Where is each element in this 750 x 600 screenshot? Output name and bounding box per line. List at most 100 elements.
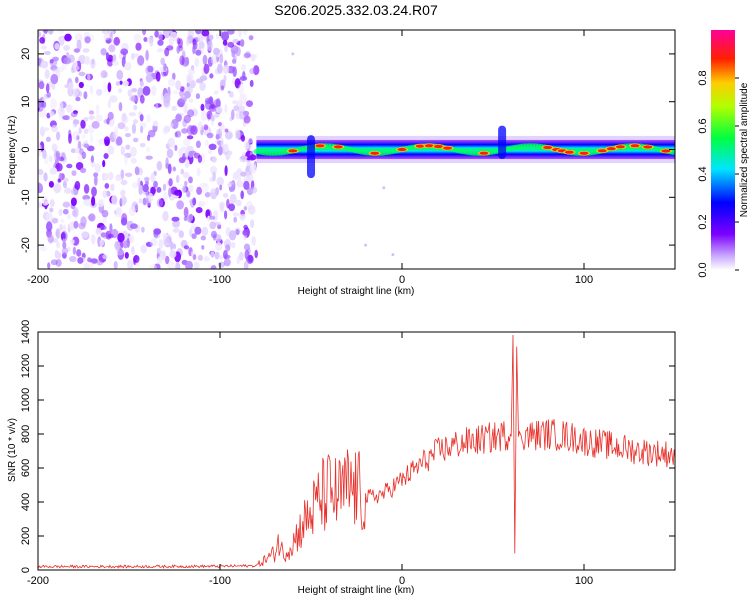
noise-blob — [120, 195, 127, 206]
noise-blob — [201, 30, 210, 37]
signal-hot-spot — [315, 144, 325, 148]
noise-blob — [50, 65, 58, 71]
stray-dot — [227, 90, 231, 94]
noise-blob — [169, 122, 174, 128]
noise-blob — [77, 140, 82, 151]
noise-blob — [231, 49, 236, 58]
noise-blob — [145, 146, 151, 153]
noise-blob — [46, 221, 53, 232]
noise-blob — [49, 59, 54, 64]
signal-hot-spot — [415, 144, 425, 148]
noise-blob — [72, 209, 77, 217]
noise-blob — [143, 176, 150, 182]
noise-blob — [98, 138, 106, 145]
noise-blob — [156, 160, 163, 171]
snr-y-label: SNR (10 * v/v) — [7, 418, 18, 482]
noise-blob — [150, 172, 156, 183]
noise-blob — [227, 182, 232, 188]
noise-blob — [219, 184, 223, 191]
noise-blob — [172, 228, 180, 233]
noise-blob — [188, 176, 193, 184]
noise-blob — [215, 33, 220, 40]
noise-blob — [158, 31, 163, 43]
noise-blob — [147, 129, 156, 138]
noise-blob — [43, 30, 48, 35]
noise-blob — [186, 135, 194, 140]
noise-blob — [129, 234, 135, 244]
noise-blob — [234, 78, 241, 89]
noise-blob — [109, 223, 113, 233]
noise-blob — [232, 212, 240, 217]
noise-blob — [179, 97, 187, 103]
noise-blob — [191, 233, 197, 240]
noise-blob — [246, 100, 253, 107]
noise-blob — [153, 180, 158, 188]
noise-blob — [155, 103, 159, 109]
noise-blob — [62, 201, 71, 208]
noise-blob — [78, 54, 86, 65]
noise-blob — [89, 34, 95, 42]
noise-blob — [138, 198, 143, 204]
y-tick-label: 200 — [20, 527, 32, 545]
noise-blob — [243, 115, 251, 124]
noise-blob — [82, 194, 91, 201]
noise-blob — [234, 129, 241, 140]
noise-blob — [241, 64, 246, 71]
noise-blob — [199, 82, 206, 91]
noise-blob — [164, 125, 171, 133]
noise-blob — [90, 161, 96, 168]
noise-blob — [54, 251, 62, 259]
snr-series-line — [38, 334, 675, 569]
noise-blob — [215, 98, 221, 109]
colorbar-tick-label: 0.0 — [697, 262, 709, 277]
noise-blob — [148, 192, 154, 203]
noise-blob — [64, 33, 72, 42]
signal-hot-spot — [615, 145, 625, 149]
noise-blob — [72, 110, 78, 115]
noise-blob — [133, 137, 139, 143]
noise-blob — [58, 156, 64, 162]
noise-blob — [191, 223, 197, 230]
noise-blob — [163, 92, 171, 104]
x-tick-label: -200 — [27, 274, 49, 286]
noise-blob — [169, 250, 177, 259]
noise-blob — [107, 99, 112, 109]
signal-hot-spot — [433, 144, 443, 149]
noise-blob — [183, 91, 191, 99]
noise-blob — [224, 131, 233, 140]
y-tick-label: 10 — [20, 96, 32, 108]
noise-blob — [38, 143, 42, 154]
signal-hot-spot — [333, 145, 343, 149]
noise-blob — [168, 178, 173, 187]
noise-blob — [243, 243, 251, 251]
noise-blob — [81, 151, 87, 160]
noise-blob — [231, 109, 235, 120]
noise-blob — [134, 166, 140, 176]
noise-blob — [232, 66, 237, 78]
noise-blob — [219, 204, 225, 213]
noise-blob — [107, 59, 114, 67]
noise-blob — [235, 46, 241, 57]
colorbar-label: Normalized spectral amplitude — [739, 82, 750, 217]
noise-blob — [243, 180, 250, 190]
x-tick-label: 100 — [575, 274, 593, 286]
noise-blob — [194, 57, 200, 68]
spectrogram-y-label: Frequency (Hz) — [7, 116, 18, 185]
noise-blob — [247, 254, 253, 263]
noise-blob — [163, 63, 167, 72]
noise-blob — [70, 111, 78, 118]
noise-blob — [223, 258, 231, 267]
noise-blob — [109, 32, 113, 43]
noise-blob — [115, 174, 122, 182]
noise-blob — [253, 65, 260, 76]
noise-blob — [248, 137, 254, 144]
noise-blob — [203, 124, 209, 131]
noise-blob — [75, 96, 81, 102]
noise-blob — [160, 57, 165, 66]
noise-blob — [135, 42, 142, 51]
y-tick-label: 400 — [20, 493, 32, 511]
noise-blob — [195, 140, 201, 149]
noise-blob — [42, 96, 47, 103]
noise-blob — [113, 261, 118, 269]
